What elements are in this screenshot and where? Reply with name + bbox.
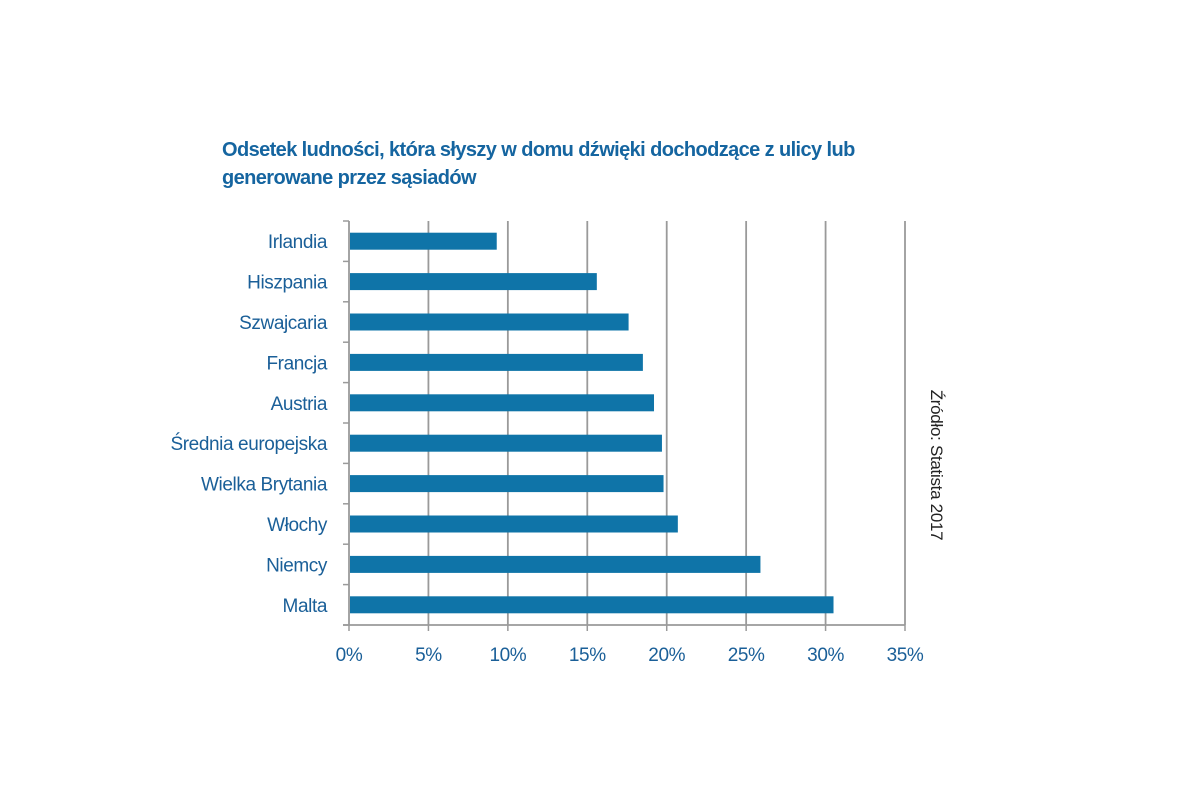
category-label: Francja [266,353,327,374]
x-tick-label: 20% [648,645,685,666]
chart-title-line-1: Odsetek ludności, która słyszy w domu dź… [222,139,855,161]
bar-włochy [350,515,678,533]
category-label: Malta [283,596,328,617]
x-tick-label: 5% [415,645,442,666]
x-tick-label: 30% [807,645,844,666]
bar-hiszpania [350,273,597,291]
x-tick-label: 15% [569,645,606,666]
category-label: Austria [271,394,328,415]
bar-średnia-europejska [350,434,662,452]
x-tick-label: 10% [489,645,526,666]
category-label: Niemcy [266,555,328,576]
bar-wielka-brytania [350,475,664,493]
bar-niemcy [350,555,761,573]
bar-austria [350,394,655,412]
x-tick-label: 25% [728,645,765,666]
category-label: Włochy [267,515,328,536]
category-label: Irlandia [268,232,328,253]
category-label: Wielka Brytania [201,475,328,496]
category-label: Hiszpania [247,273,328,294]
x-tick-label: 35% [887,645,924,666]
source-note: Źródło: Statista 2017 [927,389,946,541]
bar-malta [350,596,834,614]
chart-title: Odsetek ludności, która słyszy w domu dź… [222,136,922,192]
bar-irlandia [350,232,497,250]
x-tick-label: 0% [336,645,363,666]
bar-szwajcaria [350,313,629,331]
category-label: Szwajcaria [239,313,328,334]
category-label: Średnia europejska [170,433,327,455]
chart-title-line-2: generowane przez sąsiadów [222,167,477,189]
bar-francja [350,353,643,371]
